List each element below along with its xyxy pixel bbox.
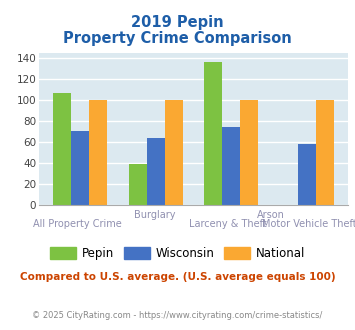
Bar [129,164,147,205]
Text: Property Crime Comparison: Property Crime Comparison [63,31,292,46]
Bar [222,127,240,205]
Text: Larceny & Theft: Larceny & Theft [189,219,267,229]
Bar [71,131,89,205]
Bar [165,100,183,205]
Legend: Pepin, Wisconsin, National: Pepin, Wisconsin, National [45,242,310,264]
Text: Motor Vehicle Theft: Motor Vehicle Theft [262,219,355,229]
Text: © 2025 CityRating.com - https://www.cityrating.com/crime-statistics/: © 2025 CityRating.com - https://www.city… [32,311,323,320]
Bar [204,62,222,205]
Text: Arson: Arson [257,210,285,219]
Text: 2019 Pepin: 2019 Pepin [131,15,224,30]
Bar [240,100,258,205]
Text: Burglary: Burglary [134,210,176,219]
Text: Compared to U.S. average. (U.S. average equals 100): Compared to U.S. average. (U.S. average … [20,272,335,282]
Text: All Property Crime: All Property Crime [33,219,122,229]
Bar [147,138,165,205]
Bar [316,100,334,205]
Bar [89,100,108,205]
Bar [53,93,71,205]
Bar [297,144,316,205]
